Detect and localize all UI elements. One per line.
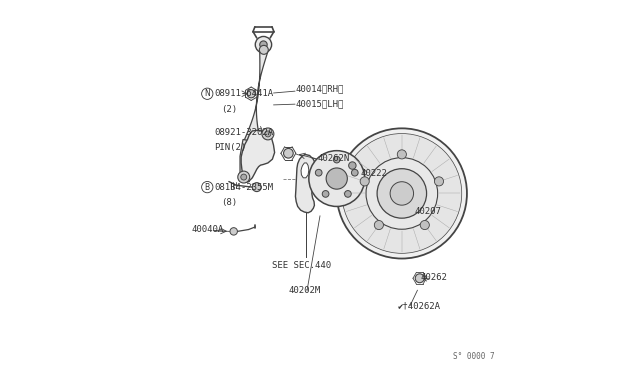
Polygon shape <box>241 130 275 182</box>
Text: 40015〈LH〉: 40015〈LH〉 <box>296 99 344 108</box>
Text: 081B4-2355M: 081B4-2355M <box>214 183 273 192</box>
Polygon shape <box>301 163 309 178</box>
Circle shape <box>230 228 237 235</box>
Circle shape <box>309 151 365 206</box>
Ellipse shape <box>325 159 342 198</box>
Text: (8): (8) <box>221 198 237 207</box>
Text: ✔†40262A: ✔†40262A <box>398 301 441 310</box>
Circle shape <box>344 190 351 197</box>
Circle shape <box>333 156 340 163</box>
Circle shape <box>435 177 444 186</box>
Circle shape <box>342 134 461 253</box>
Circle shape <box>238 171 250 183</box>
Circle shape <box>323 190 329 197</box>
Circle shape <box>415 274 424 283</box>
Circle shape <box>420 221 429 230</box>
Circle shape <box>351 169 358 176</box>
Text: (2): (2) <box>221 105 237 114</box>
Text: 40222: 40222 <box>360 169 387 178</box>
Circle shape <box>360 177 369 186</box>
Circle shape <box>397 150 406 159</box>
Circle shape <box>255 36 271 53</box>
Text: PIN(2): PIN(2) <box>214 143 246 152</box>
Text: 08921-3202A: 08921-3202A <box>214 128 273 137</box>
Text: 40262N: 40262N <box>318 154 350 163</box>
Text: N: N <box>204 89 210 98</box>
Polygon shape <box>240 140 250 182</box>
Text: 40202M: 40202M <box>289 286 321 295</box>
Text: S° 0000 7: S° 0000 7 <box>453 352 495 361</box>
Polygon shape <box>244 51 268 143</box>
Circle shape <box>262 128 274 140</box>
Circle shape <box>326 168 348 189</box>
Circle shape <box>316 169 322 176</box>
Circle shape <box>390 182 413 205</box>
Circle shape <box>377 169 427 218</box>
Text: 40262: 40262 <box>420 273 447 282</box>
Text: 40040A: 40040A <box>191 225 224 234</box>
Circle shape <box>241 174 246 180</box>
Circle shape <box>374 221 383 230</box>
Text: 40014〈RH〉: 40014〈RH〉 <box>296 84 344 93</box>
Circle shape <box>366 158 438 229</box>
Polygon shape <box>296 154 317 213</box>
Circle shape <box>284 148 293 158</box>
Text: 08911-6441A: 08911-6441A <box>214 89 273 98</box>
Text: 40207: 40207 <box>415 207 442 216</box>
Circle shape <box>247 90 255 98</box>
Circle shape <box>260 41 267 48</box>
Circle shape <box>252 183 261 192</box>
Circle shape <box>337 128 467 259</box>
Text: B: B <box>205 183 210 192</box>
Circle shape <box>265 131 271 137</box>
Text: SEE SEC.440: SEE SEC.440 <box>273 262 332 270</box>
Circle shape <box>349 162 356 169</box>
Circle shape <box>259 45 268 54</box>
